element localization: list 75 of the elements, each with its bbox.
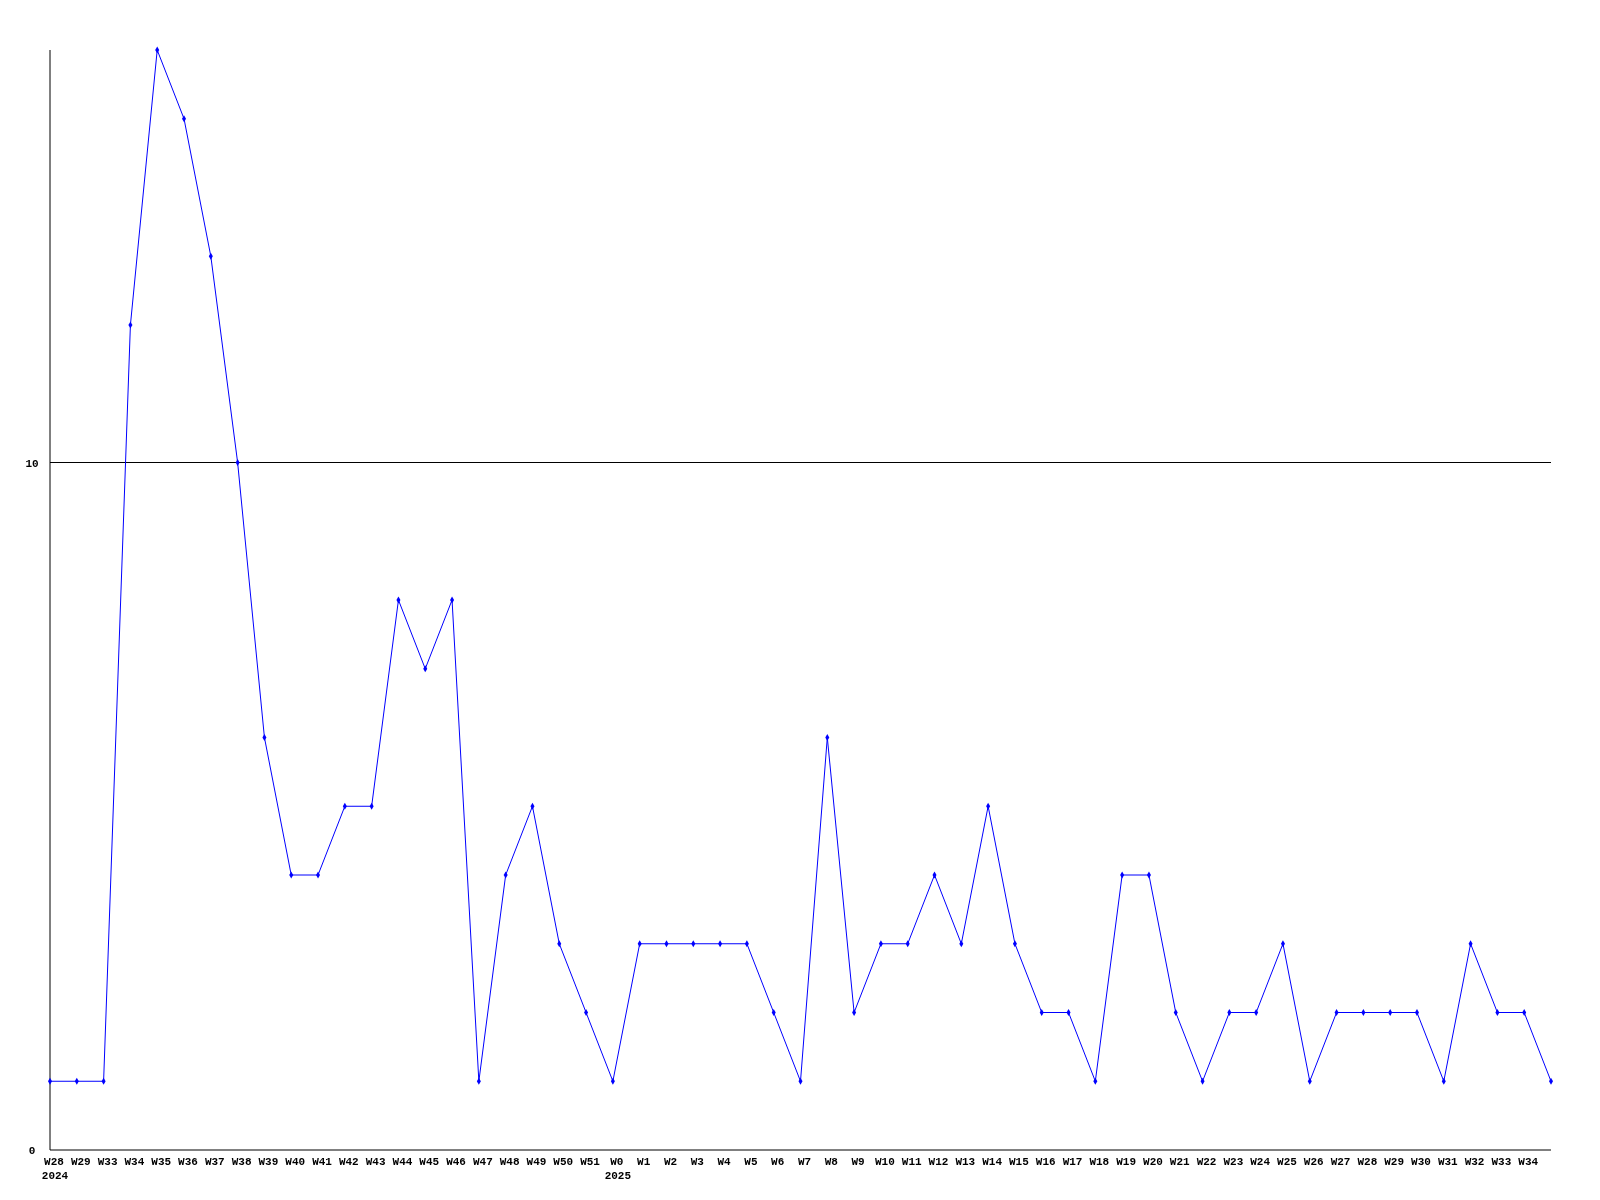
point [1522, 1009, 1527, 1016]
x-tick-label: W31 [1437, 1156, 1459, 1168]
x-tick-label: W33 [1491, 1156, 1512, 1168]
point [1334, 1009, 1339, 1016]
x-tick-label: W3 [690, 1156, 705, 1168]
x-tick-label: W48 [499, 1156, 520, 1168]
x-tick-label: W16 [1035, 1156, 1056, 1168]
x-tick-label: W33 [97, 1156, 118, 1168]
x-tick-label: W21 [1169, 1156, 1191, 1168]
x-tick-label: W19 [1116, 1156, 1137, 1168]
x-tick-label: W38 [231, 1156, 252, 1168]
x-tick-label: W23 [1223, 1156, 1244, 1168]
point [825, 734, 830, 741]
point [47, 1077, 53, 1085]
x-tick-label: W7 [797, 1156, 812, 1168]
x-tick-label: W22 [1196, 1156, 1217, 1168]
x-tick-label: W25 [1277, 1156, 1298, 1168]
x-tick-label: W39 [258, 1156, 279, 1168]
point [1254, 1009, 1259, 1016]
point [1227, 1009, 1232, 1016]
point [1066, 1009, 1071, 1016]
point [1039, 1009, 1044, 1016]
x-tick-label: W1 [637, 1156, 651, 1168]
x-tick-label: W17 [1062, 1156, 1083, 1168]
x-tick-label: W36 [178, 1156, 198, 1168]
x-tick-label: W0 2025 [604, 1156, 632, 1182]
x-tick-label: W29 [70, 1156, 91, 1168]
x-tick-label: W18 [1089, 1156, 1110, 1168]
x-tick-label: W24 [1250, 1156, 1271, 1168]
x-tick-label: W4 [717, 1156, 732, 1168]
x-tick-label: W20 [1143, 1156, 1163, 1168]
point [1361, 1009, 1366, 1016]
point [1548, 1077, 1554, 1085]
point [852, 1009, 857, 1016]
x-tick-label: W49 [526, 1156, 547, 1168]
x-tick-label: W50 [553, 1156, 574, 1168]
x-tick-label: W27 [1330, 1156, 1351, 1168]
x-tick-label: W8 [824, 1156, 839, 1168]
x-tick-label: W42 [338, 1156, 359, 1168]
point [235, 459, 240, 466]
x-tick-label: W45 [419, 1156, 440, 1168]
x-tick-label: W47 [472, 1156, 493, 1168]
x-tick-label: W30 [1411, 1156, 1431, 1168]
x-tick-label: W28 2024 [41, 1156, 69, 1182]
y-tick-label: 0 [28, 1145, 36, 1157]
x-tick-label: W35 [151, 1156, 172, 1168]
point [262, 734, 267, 741]
x-tick-label: W6 [771, 1156, 785, 1168]
x-tick-label: W32 [1464, 1156, 1485, 1168]
point [1173, 1009, 1178, 1016]
x-tick-label: W10 [875, 1156, 895, 1168]
x-tick-label: W2 [663, 1156, 678, 1168]
x-tick-label: W34 [1518, 1156, 1539, 1168]
point [1495, 1009, 1500, 1016]
x-tick-label: W26 [1303, 1156, 1324, 1168]
x-tick-label: W41 [312, 1156, 333, 1168]
x-tick-label: W29 [1384, 1156, 1405, 1168]
x-tick-label: W40 [285, 1156, 306, 1168]
x-tick-label: W34 [124, 1156, 145, 1168]
x-tick-label: W46 [446, 1156, 466, 1168]
x-tick-label: W15 [1009, 1156, 1030, 1168]
x-tick-label: W43 [365, 1156, 386, 1168]
x-tick-label: W11 [901, 1156, 923, 1168]
x-tick-label: W28 [1357, 1156, 1378, 1168]
x-tick-label: W13 [955, 1156, 976, 1168]
x-tick-label: W44 [392, 1156, 413, 1168]
x-tick-label: W51 [580, 1156, 601, 1168]
point [771, 1009, 776, 1016]
x-tick-label: W12 [928, 1156, 949, 1168]
x-tick-label: W14 [982, 1156, 1003, 1168]
point [1388, 1009, 1393, 1016]
x-tick-label: W9 [851, 1156, 865, 1168]
y-tick-label: 10 [25, 457, 39, 470]
x-tick-label: W5 [744, 1156, 758, 1168]
x-tick-label: W37 [204, 1156, 225, 1168]
